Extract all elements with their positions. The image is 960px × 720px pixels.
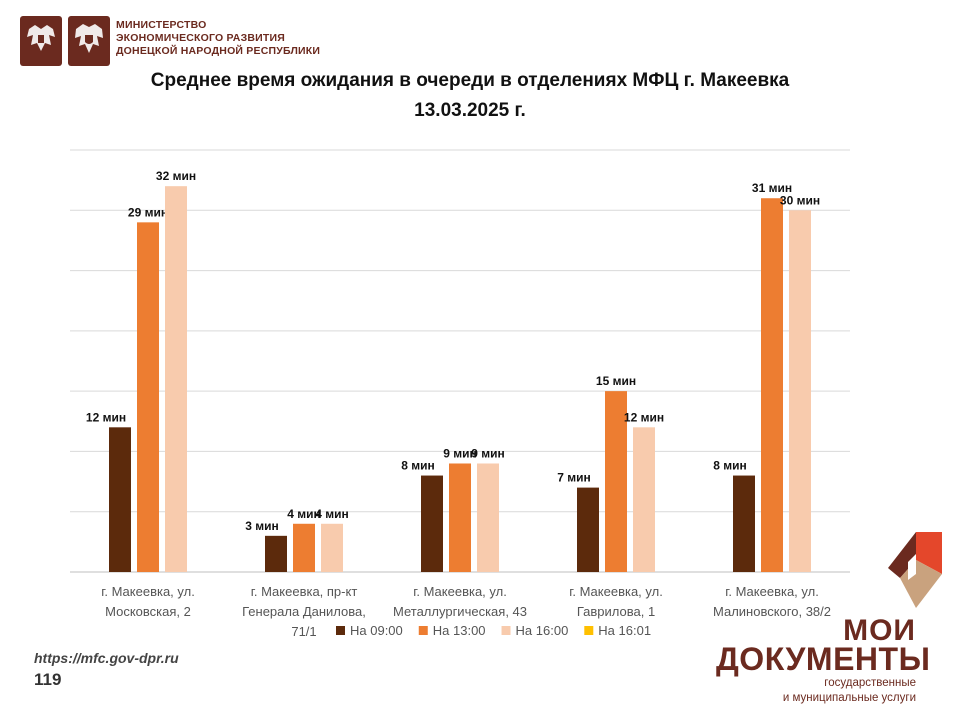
brand-tagline: государственные и муниципальные услуги <box>716 676 916 706</box>
bar <box>633 427 655 572</box>
brand-name-line-2: ДОКУМЕНТЫ <box>716 641 931 677</box>
footer-url[interactable]: https://mfc.gov-dpr.ru <box>34 650 179 666</box>
bar <box>477 463 499 572</box>
data-label: 15 мин <box>596 374 636 388</box>
bar <box>165 186 187 572</box>
data-label: 8 мин <box>713 459 747 473</box>
x-tick-label: г. Макеевка, ул. Гаврилова, 1 <box>569 584 663 619</box>
ministry-line-3: ДОНЕЦКОЙ НАРОДНОЙ РЕСПУБЛИКИ <box>116 45 321 57</box>
bar <box>265 535 287 572</box>
data-label: 9 мин <box>471 446 505 460</box>
x-tick-label: г. Макеевка, ул. Малиновского, 38/2 <box>713 584 831 619</box>
data-label: 7 мин <box>557 471 591 485</box>
bar <box>733 475 755 572</box>
chart-title: Среднее время ожидания в очереди в отдел… <box>150 70 790 91</box>
data-label: 3 мин <box>245 519 279 533</box>
brand-tagline-line-1: государственные <box>824 677 916 689</box>
data-label: 32 мин <box>156 169 196 183</box>
legend-entry: На 13:00 <box>433 623 486 638</box>
legend-entry: На 16:01 <box>598 623 651 638</box>
x-tick-label: г. Макеевка, ул. Металлургическая, 43 <box>393 584 527 619</box>
russia-emblem-icon <box>20 16 62 66</box>
moi-dokumenty-logo-icon <box>888 532 942 608</box>
bar <box>577 487 599 572</box>
data-label: 30 мин <box>780 193 820 207</box>
data-label: 9 мин <box>443 446 477 460</box>
bar <box>321 523 343 572</box>
x-tick-label: г. Макеевка, пр-кт Генерала Данилова, 71/1 <box>242 584 366 639</box>
ministry-line-2: ЭКОНОМИЧЕСКОГО РАЗВИТИЯ <box>116 32 286 44</box>
legend-swatch <box>584 626 594 635</box>
x-tick-label: г. Макеевка, ул. Московская, 2 <box>101 584 195 619</box>
bar <box>293 523 315 572</box>
legend-entry: На 09:00 <box>350 623 403 638</box>
brand-tagline-line-2: и муниципальные услуги <box>782 692 916 704</box>
dpr-emblem-icon <box>68 16 110 66</box>
bar <box>109 427 131 572</box>
bar <box>421 475 443 572</box>
bar <box>761 198 783 572</box>
data-label: 4 мин <box>287 507 321 521</box>
legend-entry: На 16:00 <box>516 623 569 638</box>
legend-swatch <box>418 626 428 635</box>
data-label: 12 мин <box>624 410 664 424</box>
page-number: 119 <box>34 670 62 689</box>
ministry-name: МИНИСТЕРСТВО ЭКОНОМИЧЕСКОГО РАЗВИТИЯ ДОН… <box>116 19 376 58</box>
data-label: 8 мин <box>401 459 435 473</box>
brand-name: МОИ ДОКУМЕНТЫ <box>716 614 931 677</box>
bar <box>449 463 471 572</box>
bar <box>789 210 811 573</box>
data-label: 12 мин <box>86 410 126 424</box>
bar <box>605 391 627 572</box>
data-label: 29 мин <box>128 205 168 219</box>
chart-subtitle: 13.03.2025 г. <box>414 100 526 121</box>
bar <box>137 222 159 573</box>
legend-swatch <box>336 626 345 635</box>
chart-title-block: Среднее время ожидания в очереди в отдел… <box>0 66 940 126</box>
data-label: 31 мин <box>752 181 792 195</box>
legend-swatch <box>501 626 511 635</box>
brand-name-line-1: МОИ <box>843 614 916 647</box>
data-label: 4 мин <box>315 507 349 521</box>
ministry-line-1: МИНИСТЕРСТВО <box>116 19 207 31</box>
